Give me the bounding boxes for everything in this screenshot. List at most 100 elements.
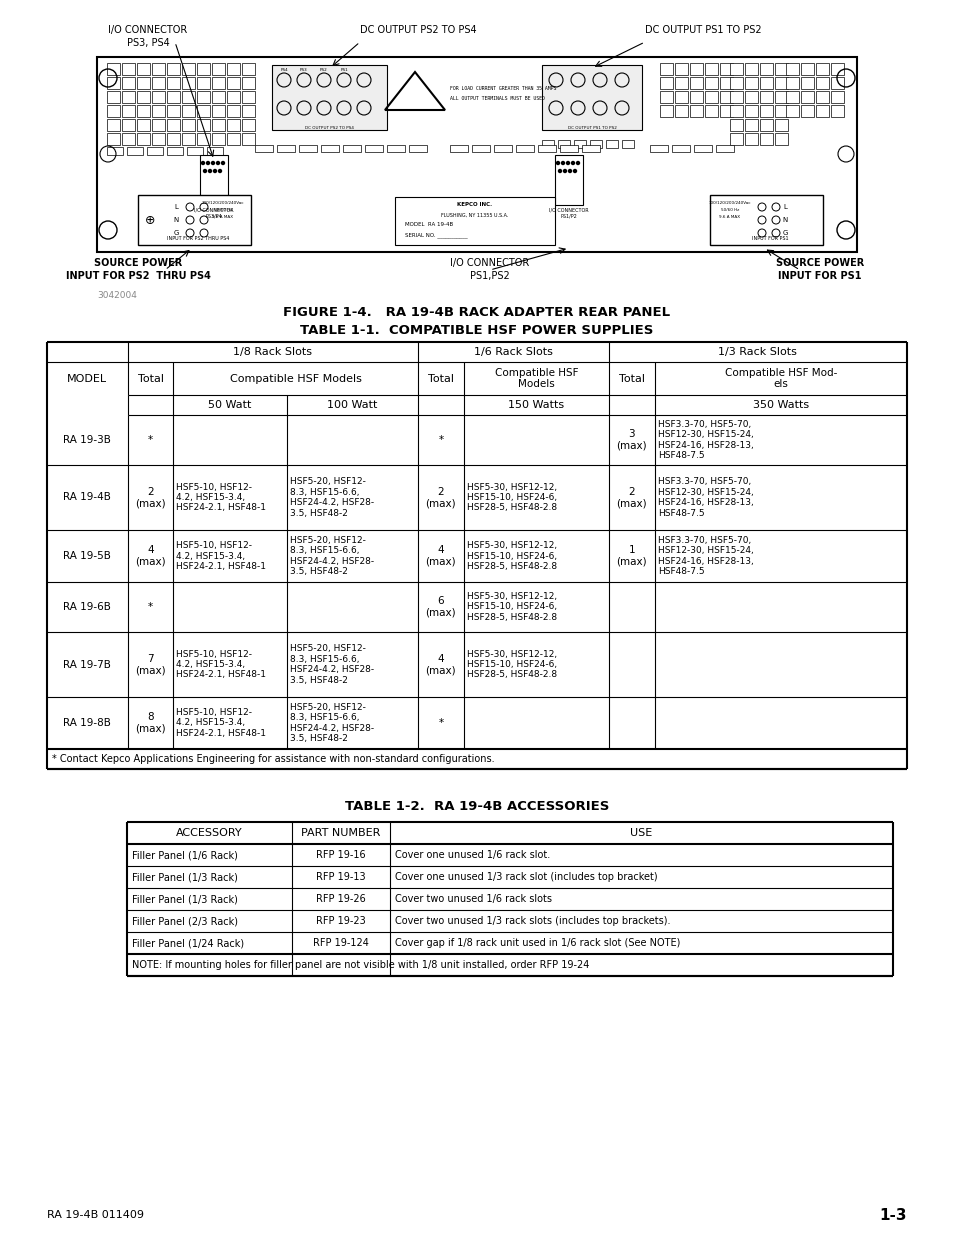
Circle shape <box>558 169 561 173</box>
Text: Compatible HSF Models: Compatible HSF Models <box>230 373 361 384</box>
Text: 1/8 Rack Slots: 1/8 Rack Slots <box>233 347 312 357</box>
Bar <box>167 147 183 156</box>
Bar <box>760 133 772 144</box>
Bar <box>212 77 225 89</box>
Text: 1/6 Rack Slots: 1/6 Rack Slots <box>474 347 552 357</box>
Bar <box>659 105 672 117</box>
Bar <box>689 77 702 89</box>
Bar <box>395 198 555 245</box>
Bar <box>182 77 194 89</box>
Bar <box>242 105 254 117</box>
Bar <box>659 91 672 103</box>
Text: HSF5-20, HSF12-
8.3, HSF15-6.6,
HSF24-4.2, HSF28-
3.5, HSF48-2: HSF5-20, HSF12- 8.3, HSF15-6.6, HSF24-4.… <box>290 478 374 517</box>
Circle shape <box>206 162 210 164</box>
Text: G: G <box>173 230 178 236</box>
Bar <box>107 119 120 131</box>
Text: Cover one unused 1/3 rack slot (includes top bracket): Cover one unused 1/3 rack slot (includes… <box>395 872 657 882</box>
Text: *: * <box>437 435 443 445</box>
Text: 2
(max): 2 (max) <box>425 487 456 509</box>
Bar <box>196 105 210 117</box>
Bar <box>167 91 180 103</box>
Bar <box>555 156 582 205</box>
Text: I/O CONNECTOR: I/O CONNECTOR <box>109 25 188 35</box>
Text: Cover one unused 1/6 rack slot.: Cover one unused 1/6 rack slot. <box>395 850 550 860</box>
Bar <box>212 119 225 131</box>
Bar <box>365 144 382 152</box>
Text: HSF5-30, HSF12-12,
HSF15-10, HSF24-6,
HSF28-5, HSF48-2.8: HSF5-30, HSF12-12, HSF15-10, HSF24-6, HS… <box>467 541 557 571</box>
Bar <box>207 147 223 156</box>
Bar <box>343 144 360 152</box>
Text: TABLE 1-2.  RA 19-4B ACCESSORIES: TABLE 1-2. RA 19-4B ACCESSORIES <box>344 800 609 814</box>
Text: MODEL  RA 19-4B: MODEL RA 19-4B <box>405 222 453 227</box>
Text: PS1,PS2: PS1,PS2 <box>470 270 509 282</box>
Text: 350 Watts: 350 Watts <box>752 400 808 410</box>
Bar <box>227 63 240 75</box>
Text: HSF5-20, HSF12-
8.3, HSF15-6.6,
HSF24-4.2, HSF28-
3.5, HSF48-2: HSF5-20, HSF12- 8.3, HSF15-6.6, HSF24-4.… <box>290 645 374 684</box>
Bar <box>152 105 165 117</box>
Bar <box>704 91 718 103</box>
Bar <box>801 63 813 75</box>
Bar <box>212 133 225 144</box>
Bar <box>167 77 180 89</box>
Bar <box>107 91 120 103</box>
Bar <box>675 63 687 75</box>
Circle shape <box>209 169 212 173</box>
Bar <box>122 119 135 131</box>
Text: 2
(max): 2 (max) <box>616 487 646 509</box>
Bar <box>182 105 194 117</box>
Text: G: G <box>781 230 787 236</box>
Bar <box>276 144 294 152</box>
Text: 2
(max): 2 (max) <box>135 487 166 509</box>
Bar <box>167 105 180 117</box>
Text: TABLE 1-1.  COMPATIBLE HSF POWER SUPPLIES: TABLE 1-1. COMPATIBLE HSF POWER SUPPLIES <box>300 324 653 336</box>
Bar <box>196 119 210 131</box>
Bar <box>537 144 556 152</box>
Text: RFP 19-26: RFP 19-26 <box>315 894 365 904</box>
Bar <box>122 77 135 89</box>
Circle shape <box>213 169 216 173</box>
Bar <box>196 91 210 103</box>
Bar <box>152 91 165 103</box>
Text: DC OUTPUT PS2 TO PS4: DC OUTPUT PS2 TO PS4 <box>359 25 476 35</box>
Text: * Contact Kepco Applications Engineering for assistance with non-standard config: * Contact Kepco Applications Engineering… <box>52 755 494 764</box>
Bar <box>494 144 512 152</box>
Text: 7
(max): 7 (max) <box>135 653 166 676</box>
Bar <box>671 144 689 152</box>
Bar <box>242 133 254 144</box>
Text: PS3, PS4: PS3, PS4 <box>127 38 170 48</box>
Text: INPUT FOR PS1: INPUT FOR PS1 <box>778 270 861 282</box>
Text: RA 19-4B: RA 19-4B <box>64 493 112 503</box>
Bar <box>122 91 135 103</box>
Circle shape <box>571 162 574 164</box>
Text: HSF5-10, HSF12-
4.2, HSF15-3.4,
HSF24-2.1, HSF48-1: HSF5-10, HSF12- 4.2, HSF15-3.4, HSF24-2.… <box>176 650 266 679</box>
Text: USE: USE <box>630 827 652 839</box>
Bar <box>744 77 758 89</box>
Bar <box>744 63 758 75</box>
Bar <box>830 63 843 75</box>
Text: INPUT FOR PS2  THRU PS4: INPUT FOR PS2 THRU PS4 <box>66 270 211 282</box>
Text: 4
(max): 4 (max) <box>135 545 166 567</box>
Bar <box>409 144 427 152</box>
Bar <box>152 119 165 131</box>
Text: Filler Panel (1/3 Rack): Filler Panel (1/3 Rack) <box>132 872 237 882</box>
Text: L: L <box>782 204 786 210</box>
Text: HSF5-10, HSF12-
4.2, HSF15-3.4,
HSF24-2.1, HSF48-1: HSF5-10, HSF12- 4.2, HSF15-3.4, HSF24-2.… <box>176 708 266 737</box>
Bar <box>760 105 772 117</box>
Bar <box>729 91 742 103</box>
Text: 8
(max): 8 (max) <box>135 713 166 734</box>
Bar <box>107 77 120 89</box>
Bar <box>774 133 787 144</box>
Text: Total: Total <box>137 373 164 384</box>
Bar <box>744 91 758 103</box>
Bar <box>182 119 194 131</box>
Bar <box>574 140 585 148</box>
Circle shape <box>576 162 578 164</box>
Text: 4
(max): 4 (max) <box>425 545 456 567</box>
Bar <box>720 91 732 103</box>
Bar <box>589 140 601 148</box>
Text: 150 Watts: 150 Watts <box>508 400 564 410</box>
Bar <box>107 105 120 117</box>
Bar <box>137 133 150 144</box>
Bar <box>693 144 711 152</box>
Bar <box>122 133 135 144</box>
